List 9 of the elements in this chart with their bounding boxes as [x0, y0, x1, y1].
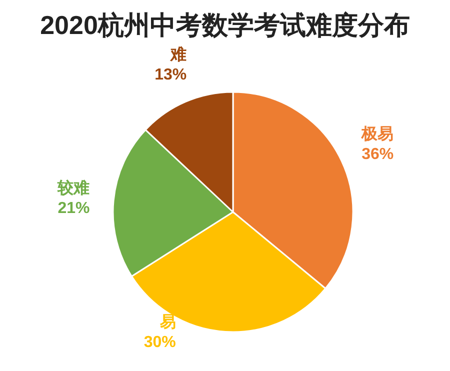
- chart-title: 2020杭州中考数学考试难度分布: [40, 10, 410, 40]
- slice-label: 较难: [56, 178, 90, 197]
- data-label: 21%: [58, 200, 90, 217]
- slice-label: 极易: [360, 125, 394, 144]
- data-label: 36%: [362, 146, 394, 164]
- data-label: 13%: [154, 66, 187, 84]
- slice-label: 易: [158, 314, 176, 331]
- data-label: 30%: [144, 334, 176, 351]
- slice-label: 难: [170, 45, 187, 64]
